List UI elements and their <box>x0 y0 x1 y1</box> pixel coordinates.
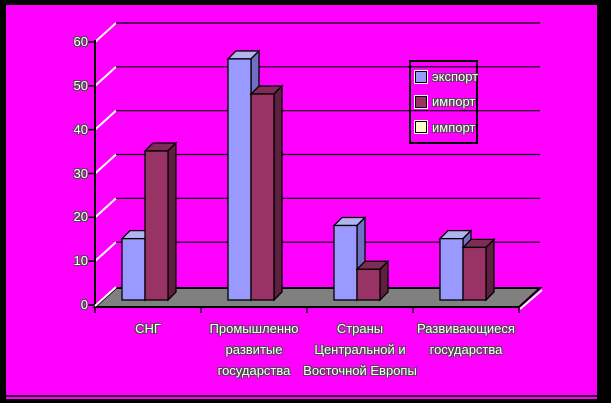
frame-top <box>0 0 611 5</box>
category-label: Развивающиеся <box>417 321 515 336</box>
bar-side-face <box>485 237 495 302</box>
gridline-depth <box>94 153 117 175</box>
y-tick-label: 20 <box>73 209 88 225</box>
legend-item-label: импорт <box>432 119 476 135</box>
category-label: государства <box>217 363 291 378</box>
gridline-depth <box>94 109 117 131</box>
y-tick-label: 40 <box>73 121 88 137</box>
category-label: Центральной и <box>314 342 406 357</box>
bar-импорт-3 <box>462 246 487 301</box>
category-label: государства <box>429 342 503 357</box>
legend-item: импорт <box>414 116 476 138</box>
floor-right-highlight <box>519 289 543 310</box>
floor-left-highlight <box>94 286 117 307</box>
bar-side-face <box>167 141 177 302</box>
frame-left <box>0 0 6 403</box>
legend-item: импорт <box>414 91 476 113</box>
y-tick-label: 50 <box>73 77 88 93</box>
y-tick-label: 0 <box>80 297 88 312</box>
y-tick-label: 30 <box>73 165 88 181</box>
bar-экспорт-2 <box>333 224 358 301</box>
inner-bottom-line <box>6 395 597 397</box>
bar-импорт-2 <box>356 268 381 301</box>
frame-bottom <box>0 399 611 403</box>
category-label: Промышленно <box>209 321 299 336</box>
legend-key-icon <box>414 94 428 109</box>
category-label: Восточной Европы <box>303 363 417 378</box>
category-label: СНГ <box>135 321 161 336</box>
legend-item-label: импорт <box>432 94 476 110</box>
category-label: развитые <box>225 342 283 357</box>
bar-экспорт-1 <box>227 58 252 301</box>
legend: экспорт импорт импорт <box>409 60 478 144</box>
bar-экспорт-0 <box>121 237 146 301</box>
gridline-depth <box>94 22 117 43</box>
bar-импорт-0 <box>144 150 169 301</box>
legend-key-icon <box>414 120 428 135</box>
gridline-depth <box>94 197 117 219</box>
legend-key-icon <box>414 69 428 84</box>
y-tick-label: 10 <box>73 253 88 269</box>
bar-импорт-1 <box>250 93 275 301</box>
gridline-depth <box>94 241 117 262</box>
legend-item-label: экспорт <box>432 69 479 85</box>
y-tick-label: 60 <box>73 34 88 49</box>
bar-side-face <box>273 84 283 302</box>
legend-item: экспорт <box>414 66 479 88</box>
frame-right <box>597 0 611 403</box>
category-label: Страны <box>336 321 384 336</box>
bar-экспорт-3 <box>439 237 464 301</box>
gridline-depth <box>94 66 117 87</box>
